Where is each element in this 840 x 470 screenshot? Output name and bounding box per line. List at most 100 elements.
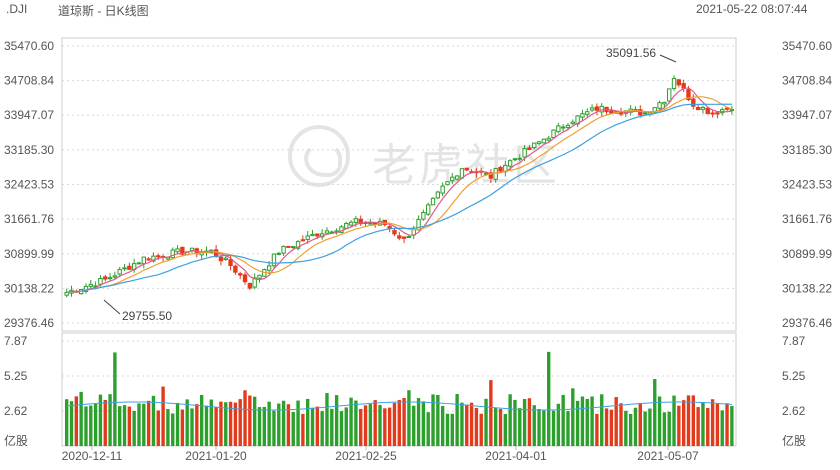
volume-bar [532,405,536,446]
volume-bar [681,400,686,446]
volume-tick-label-right: 7.87 [782,334,806,348]
volume-bar [648,408,652,446]
volume-bar [108,394,112,446]
volume-bar [489,380,493,446]
candle-body [483,172,489,175]
volume-bar [604,408,609,446]
candle-body [445,181,450,186]
candle-body [353,218,359,223]
candle-body [589,107,595,111]
volume-bar [653,379,657,446]
volume-bar [686,395,691,446]
candle-body [127,265,132,270]
candle-body [440,185,445,194]
volume-bar [580,396,585,446]
candle-body [151,255,156,262]
candle-body [488,172,494,179]
volume-bar [378,404,382,446]
volume-bar [195,404,199,446]
candle-body [512,158,518,161]
candle-body [136,262,142,265]
candle-body [156,255,161,258]
volume-bar [513,399,517,446]
candle-body [599,105,604,113]
volume-bar [460,402,464,446]
candle-body [686,89,691,101]
volume-tick-label-right: 2.62 [782,404,806,418]
candle-body [295,241,301,249]
volume-bar [291,411,295,446]
chart-header: .DJI 道琼斯 - 日K线图 2021-05-22 08:07:44 [0,0,840,18]
candle-body [522,148,527,158]
volume-bar [161,386,165,446]
candle-body [397,235,402,239]
candle-body [315,233,320,237]
candle-body [532,142,537,149]
volume-bar [84,406,88,446]
volume-bar [334,395,339,446]
volume-bar [566,411,570,446]
volume-bar [416,398,421,446]
volume-bar [667,411,671,446]
candle-body [242,274,248,283]
candle-body [527,147,532,151]
volume-bar [701,402,705,446]
volume-bar [185,399,189,446]
candle-body [305,235,310,240]
candle-body [546,137,551,141]
price-tick-label-right: 31661.76 [782,212,832,226]
volume-bar [122,405,127,446]
volume-bar [281,400,286,446]
price-tick-label-left: 34708.84 [4,74,54,88]
volume-bar [522,399,527,446]
volume-bar [465,404,469,446]
volume-bar [436,394,440,446]
candle-body [146,258,151,261]
candle-body [64,291,69,296]
candle-body [426,204,431,215]
volume-unit-label-left: 亿股 [4,433,28,448]
volume-bar [320,411,324,446]
candle-body [700,106,706,110]
volume-bar [363,405,368,446]
volume-bar [272,410,276,446]
candle-body [271,253,277,267]
price-tick-label-right: 33947.07 [782,108,832,122]
timestamp: 2021-05-22 08:07:44 [696,2,808,16]
volume-bar [575,400,580,446]
candle-body [141,256,146,265]
candle-body [580,113,585,118]
volume-bar [257,407,262,446]
candle-body [122,267,127,270]
volume-bar [503,413,508,446]
volume-bar [310,407,315,446]
volume-bar [93,403,98,446]
volume-bar [151,395,156,446]
candle-body [594,106,600,111]
candle-body [368,222,373,225]
price-tick-label-left: 29376.46 [4,316,54,330]
volume-tick-label-right: 5.25 [782,369,806,383]
symbol-label: .DJI [6,2,28,16]
candle-body [401,236,407,239]
candle-body [421,212,426,220]
candle-body [464,167,469,171]
volume-bar [638,403,642,446]
candle-body [257,274,262,279]
volume-bar [315,406,320,446]
volume-ma-line [66,401,732,411]
volume-bar [113,352,117,446]
price-tick-label-left: 30138.22 [4,281,54,295]
volume-bar [455,393,459,446]
volume-bar [402,397,406,446]
volume-bar [440,406,445,446]
candle-body [676,79,682,86]
volume-bar [527,398,532,446]
volume-bar [431,394,435,446]
volume-bar [166,408,170,446]
volume-bar [103,399,107,446]
volume-bar [248,395,252,446]
price-tick-label-right: 35470.60 [782,39,832,53]
volume-bar [662,412,667,446]
